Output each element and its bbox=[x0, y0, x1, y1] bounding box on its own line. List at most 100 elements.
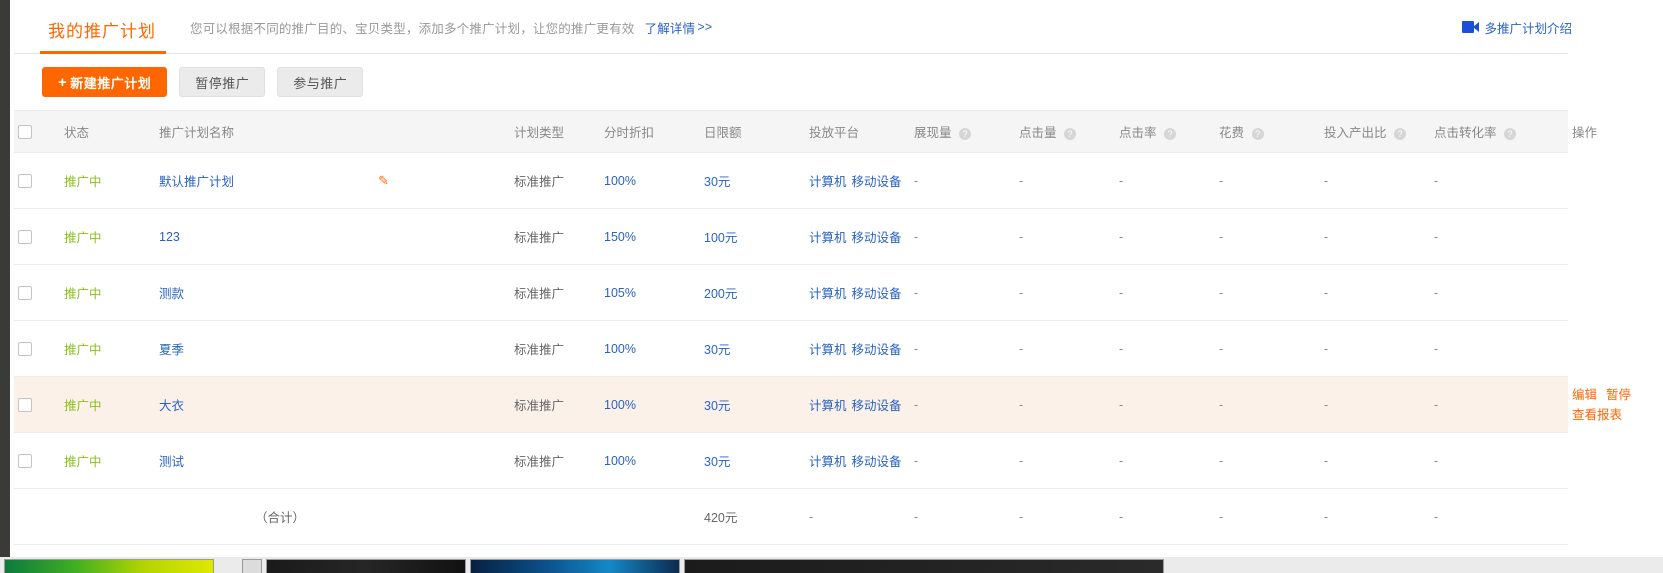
row-checkbox[interactable] bbox=[18, 285, 32, 300]
edit-pencil-icon[interactable]: ✎ bbox=[378, 172, 389, 188]
total-clicks-value: - bbox=[1019, 509, 1024, 524]
cell-clicks: - bbox=[1015, 152, 1116, 209]
taskbar-thumbnail[interactable] bbox=[684, 559, 1164, 573]
cell-plan-type: 标准推广 bbox=[510, 320, 601, 377]
col-operations-label: 操作 bbox=[1572, 126, 1598, 140]
multi-plan-intro-link[interactable]: 多推广计划介绍 bbox=[1462, 0, 1572, 54]
col-ctr-label: 点击率 bbox=[1119, 126, 1157, 140]
clicks-value: - bbox=[1019, 285, 1024, 300]
platform-link[interactable]: 计算机 bbox=[809, 399, 847, 413]
op-edit-link[interactable]: 编辑 bbox=[1572, 387, 1598, 402]
platform-link[interactable]: 计算机 bbox=[809, 343, 847, 357]
join-promotion-button[interactable]: 参与推广 bbox=[277, 67, 364, 97]
col-plan-name-label: 推广计划名称 bbox=[159, 126, 235, 140]
cell-cost: - bbox=[1215, 376, 1321, 433]
table-row[interactable]: 推广中 测试 标准推广 100% 30元 计算机 移动设备 - - - - - - bbox=[14, 432, 1569, 489]
cell-plan-name-spacer bbox=[405, 376, 511, 433]
cell-clicks: - bbox=[1015, 432, 1116, 489]
help-icon[interactable]: ? bbox=[1251, 127, 1264, 140]
taskbar-thumbnail[interactable] bbox=[242, 559, 262, 573]
tab-my-promotion-plans[interactable]: 我的推广计划 bbox=[42, 6, 162, 53]
platform-link[interactable]: 计算机 bbox=[809, 231, 847, 245]
discount-value[interactable]: 100% bbox=[604, 341, 636, 356]
cell-roi: - bbox=[1320, 320, 1431, 377]
pause-promotion-label: 暂停推广 bbox=[195, 75, 250, 91]
select-all-checkbox[interactable] bbox=[18, 124, 32, 139]
header-subtitle-text: 您可以根据不同的推广目的、宝贝类型，添加多个推广计划，让您的推广更有效 bbox=[190, 21, 635, 36]
pause-promotion-button[interactable]: 暂停推广 bbox=[179, 67, 266, 97]
platform-link[interactable]: 移动设备 bbox=[851, 287, 902, 301]
cell-plan-name: 测款 bbox=[155, 264, 405, 321]
roi-value: - bbox=[1324, 229, 1329, 244]
table-row[interactable]: 推广中 大衣 标准推广 100% 30元 计算机 移动设备 - - - - - - 编辑 暂停 查看报表 bbox=[14, 376, 1631, 433]
cell-cvr: - bbox=[1430, 152, 1569, 209]
cost-value: - bbox=[1219, 173, 1224, 188]
daily-limit-value[interactable]: 30元 bbox=[704, 399, 731, 413]
daily-limit-value[interactable]: 30元 bbox=[704, 175, 731, 189]
col-status: 状态 bbox=[60, 110, 155, 153]
daily-limit-value[interactable]: 200元 bbox=[704, 287, 738, 301]
plan-type-value: 标准推广 bbox=[514, 455, 565, 469]
cost-value: - bbox=[1219, 397, 1224, 412]
daily-limit-value[interactable]: 30元 bbox=[704, 343, 731, 357]
new-plan-button[interactable]: + 新建推广计划 bbox=[42, 67, 168, 97]
platform-link[interactable]: 移动设备 bbox=[851, 343, 902, 357]
status-badge: 推广中 bbox=[64, 343, 102, 357]
table-row[interactable]: 推广中 夏季 标准推广 100% 30元 计算机 移动设备 - - - - - - bbox=[14, 320, 1569, 377]
help-icon[interactable]: ? bbox=[959, 127, 972, 140]
table-row[interactable]: 推广中 123 标准推广 150% 100元 计算机 移动设备 - - - - - - bbox=[14, 208, 1569, 265]
help-icon[interactable]: ? bbox=[1504, 127, 1517, 140]
table-row[interactable]: 推广中 测款 标准推广 105% 200元 计算机 移动设备 - - - - - - bbox=[14, 264, 1569, 321]
status-badge: 推广中 bbox=[64, 287, 102, 301]
platform-link[interactable]: 计算机 bbox=[809, 287, 847, 301]
row-checkbox[interactable] bbox=[18, 173, 32, 188]
table-row[interactable]: 推广中 默认推广计划 ✎ 标准推广 100% 30元 计算机 移动设备 - - - - - - bbox=[14, 152, 1569, 209]
join-promotion-label: 参与推广 bbox=[293, 75, 348, 91]
plan-name-link[interactable]: 测试 bbox=[159, 455, 185, 469]
help-icon[interactable]: ? bbox=[1164, 127, 1177, 140]
new-plan-label: 新建推广计划 bbox=[70, 75, 152, 91]
discount-value[interactable]: 100% bbox=[604, 453, 636, 468]
platform-link[interactable]: 计算机 bbox=[809, 175, 847, 189]
cell-ctr: - bbox=[1115, 152, 1216, 209]
cell-ctr: - bbox=[1115, 376, 1216, 433]
platform-link[interactable]: 移动设备 bbox=[851, 175, 902, 189]
learn-more-link[interactable]: 了解详情 bbox=[644, 21, 696, 36]
op-pause-link[interactable]: 暂停 bbox=[1606, 387, 1632, 402]
plan-name-link[interactable]: 夏季 bbox=[159, 343, 185, 357]
taskbar-thumbnail[interactable] bbox=[470, 559, 680, 573]
platform-link[interactable]: 计算机 bbox=[809, 455, 847, 469]
row-checkbox[interactable] bbox=[18, 453, 32, 468]
platform-link[interactable]: 移动设备 bbox=[851, 455, 902, 469]
plan-name-link[interactable]: 默认推广计划 bbox=[159, 175, 235, 189]
cell-plan-name-spacer bbox=[405, 320, 511, 377]
status-badge: 推广中 bbox=[64, 455, 102, 469]
plan-name-link[interactable]: 测款 bbox=[159, 287, 185, 301]
discount-value[interactable]: 100% bbox=[604, 173, 636, 188]
cell-discount: 100% bbox=[600, 320, 701, 377]
daily-limit-value[interactable]: 100元 bbox=[704, 231, 738, 245]
discount-value[interactable]: 150% bbox=[604, 229, 636, 244]
taskbar-thumbnail[interactable] bbox=[4, 559, 214, 573]
daily-limit-value[interactable]: 30元 bbox=[704, 455, 731, 469]
status-badge: 推广中 bbox=[64, 175, 102, 189]
help-icon[interactable]: ? bbox=[1394, 127, 1407, 140]
total-spacer bbox=[14, 488, 60, 545]
cell-impressions: - bbox=[910, 208, 1016, 265]
row-checkbox[interactable] bbox=[18, 229, 32, 244]
help-icon[interactable]: ? bbox=[1064, 127, 1077, 140]
cell-plan-type: 标准推广 bbox=[510, 264, 601, 321]
platform-link[interactable]: 移动设备 bbox=[851, 399, 902, 413]
cell-roi: - bbox=[1320, 432, 1431, 489]
row-checkbox[interactable] bbox=[18, 397, 32, 412]
discount-value[interactable]: 100% bbox=[604, 397, 636, 412]
discount-value[interactable]: 105% bbox=[604, 285, 636, 300]
plan-name-link[interactable]: 大衣 bbox=[159, 399, 185, 413]
row-checkbox[interactable] bbox=[18, 341, 32, 356]
col-cvr: 点击转化率 ? bbox=[1430, 110, 1569, 153]
plan-name-link[interactable]: 123 bbox=[159, 229, 180, 244]
platform-link[interactable]: 移动设备 bbox=[851, 231, 902, 245]
taskbar-thumbnail[interactable] bbox=[266, 559, 466, 573]
tab-label: 我的推广计划 bbox=[48, 22, 156, 41]
